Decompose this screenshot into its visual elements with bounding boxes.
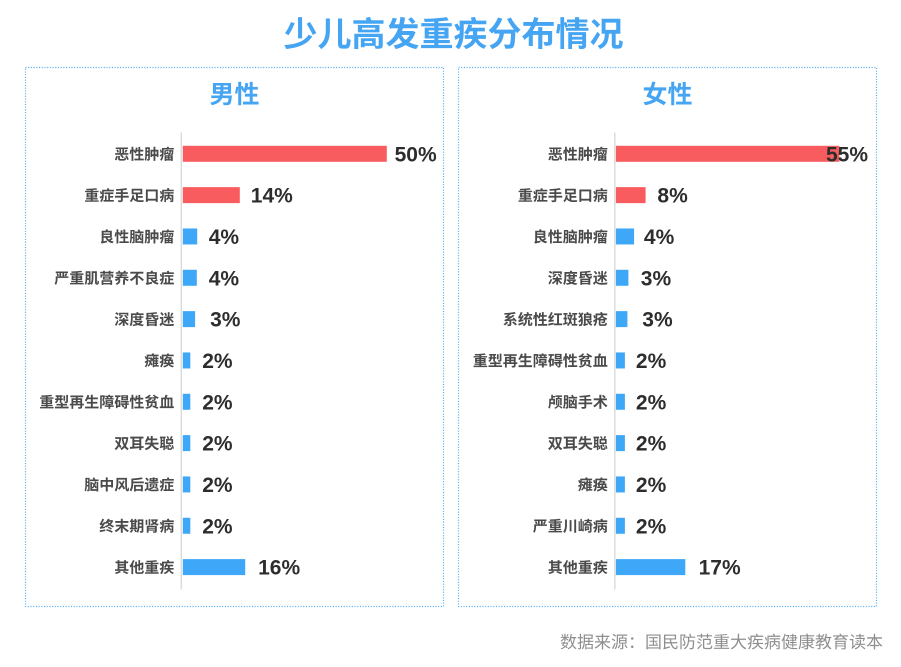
svg-text:2%: 2% — [636, 350, 667, 373]
svg-text:2%: 2% — [202, 350, 233, 373]
svg-text:2%: 2% — [202, 391, 233, 414]
svg-text:14%: 14% — [251, 185, 293, 208]
svg-text:2%: 2% — [636, 433, 667, 456]
svg-text:55%: 55% — [826, 143, 868, 166]
svg-text:16%: 16% — [258, 557, 300, 580]
svg-text:2%: 2% — [636, 515, 667, 538]
svg-text:2%: 2% — [202, 433, 233, 456]
svg-text:4%: 4% — [644, 226, 675, 249]
svg-text:4%: 4% — [209, 226, 240, 249]
svg-text:8%: 8% — [657, 185, 688, 208]
svg-text:2%: 2% — [202, 474, 233, 497]
svg-text:2%: 2% — [636, 474, 667, 497]
svg-text:17%: 17% — [699, 557, 741, 580]
svg-text:3%: 3% — [642, 309, 673, 332]
svg-text:50%: 50% — [395, 143, 437, 166]
svg-text:2%: 2% — [636, 391, 667, 414]
svg-text:3%: 3% — [641, 267, 672, 290]
svg-text:4%: 4% — [209, 267, 240, 290]
svg-text:2%: 2% — [202, 515, 233, 538]
svg-text:3%: 3% — [210, 309, 241, 332]
